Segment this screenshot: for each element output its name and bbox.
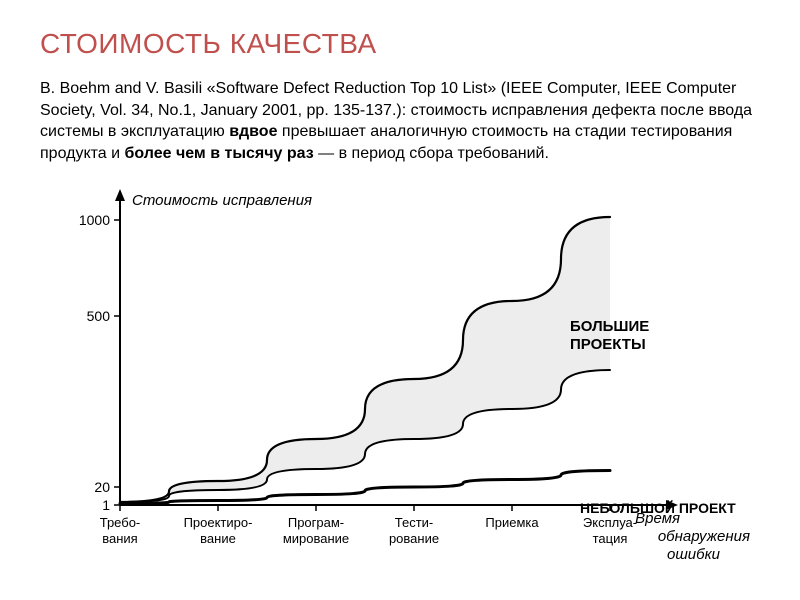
- big-projects-area: [120, 217, 610, 502]
- x-axis-title: обнаружения: [658, 528, 750, 545]
- y-tick-label: 500: [87, 308, 111, 324]
- x-category-label: тация: [593, 531, 628, 546]
- y-axis-arrow: [115, 189, 125, 201]
- cost-chart: 1 20 500 1000 Требо-вания Проектиро-вание Прог…: [50, 185, 770, 585]
- x-category-label: вания: [102, 531, 137, 546]
- body-bold-2: более чем в тысячу раз: [125, 145, 314, 162]
- x-category-label: Требо-: [100, 515, 141, 530]
- citation-text: B. Boehm and V. Basili «Software Defect …: [40, 78, 760, 164]
- x-category-label: Приемка: [485, 515, 539, 530]
- page-title: СТОИМОСТЬ КАЧЕСТВА: [40, 28, 760, 60]
- x-category-label: мирование: [283, 531, 349, 546]
- y-axis-title: Стоимость исправления: [132, 192, 312, 209]
- body-bold-1: вдвое: [229, 123, 277, 140]
- y-tick-label: 1000: [79, 212, 110, 228]
- x-category-label: рование: [389, 531, 439, 546]
- big-projects-label: БОЛЬШИЕ: [570, 318, 649, 335]
- x-category-label: Тести-: [395, 515, 434, 530]
- y-tick-label: 1: [102, 497, 110, 513]
- small-project-label: НЕБОЛЬШОЙ ПРОЕКТ: [580, 499, 736, 516]
- big-projects-label: ПРОЕКТЫ: [570, 336, 646, 353]
- x-axis-title: ошибки: [667, 546, 721, 563]
- x-category-label: вание: [200, 531, 236, 546]
- x-category-label: Эксплуа-: [583, 515, 637, 530]
- body-part-3: — в период сбора требований.: [314, 145, 549, 162]
- x-category-label: Проектиро-: [184, 515, 253, 530]
- y-tick-label: 20: [94, 479, 110, 495]
- x-category-label: Програм-: [288, 515, 344, 530]
